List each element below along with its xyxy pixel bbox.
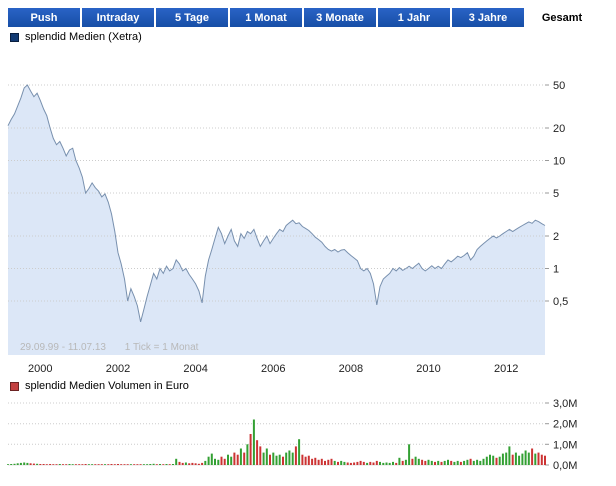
svg-text:10: 10 [553, 156, 565, 168]
tab-gesamt[interactable]: Gesamt [526, 8, 598, 27]
volume-series-label: splendid Medien Volumen in Euro [25, 380, 189, 392]
svg-text:2,0M: 2,0M [553, 419, 577, 431]
svg-text:2002: 2002 [106, 363, 130, 375]
tab-5-tage[interactable]: 5 Tage [156, 8, 228, 27]
svg-text:1: 1 [553, 264, 559, 276]
volume-series-swatch-icon [10, 381, 19, 391]
svg-text:50: 50 [553, 80, 565, 92]
price-series-swatch-icon [10, 32, 19, 42]
tab-intraday[interactable]: Intraday [82, 8, 154, 27]
svg-text:2010: 2010 [416, 363, 440, 375]
chart-tick-info: 1 Tick = 1 Monat [124, 342, 199, 353]
volume-series-legend: splendid Medien Volumen in Euro [10, 380, 189, 392]
svg-text:20: 20 [553, 123, 565, 135]
svg-text:1,0M: 1,0M [553, 439, 577, 451]
svg-text:3,0M: 3,0M [553, 398, 577, 410]
tab-push[interactable]: Push [8, 8, 80, 27]
svg-text:2: 2 [553, 231, 559, 243]
svg-text:0,0M: 0,0M [553, 460, 577, 472]
period-tab-bar: Push Intraday 5 Tage 1 Monat 3 Monate 1 … [8, 8, 598, 27]
tab-1-jahr[interactable]: 1 Jahr [378, 8, 450, 27]
svg-text:2000: 2000 [28, 363, 52, 375]
chart-watermark: 29.09.99 - 11.07.13 1 Tick = 1 Monat [20, 342, 198, 353]
price-series-legend: splendid Medien (Xetra) [10, 31, 142, 43]
chart-period-range: 29.09.99 - 11.07.13 [20, 342, 106, 353]
volume-chart: 3,0M 2,0M 1,0M 0,0M [7, 398, 577, 472]
tab-3-monate[interactable]: 3 Monate [304, 8, 376, 27]
svg-text:2012: 2012 [494, 363, 518, 375]
tab-1-monat[interactable]: 1 Monat [230, 8, 302, 27]
tab-3-jahre[interactable]: 3 Jahre [452, 8, 524, 27]
svg-text:2004: 2004 [183, 363, 207, 375]
svg-text:2008: 2008 [339, 363, 363, 375]
svg-text:2006: 2006 [261, 363, 285, 375]
svg-text:5: 5 [553, 188, 559, 200]
svg-text:0,5: 0,5 [553, 296, 568, 308]
price-series-label: splendid Medien (Xetra) [25, 31, 142, 43]
